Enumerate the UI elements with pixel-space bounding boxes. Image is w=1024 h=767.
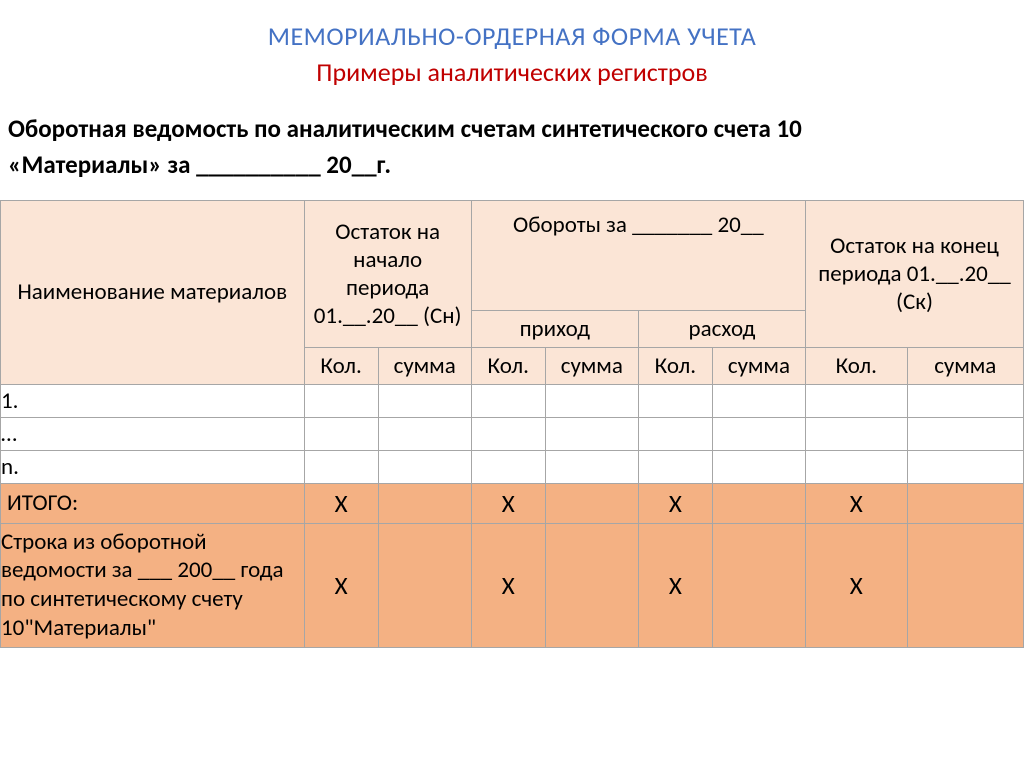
footer-x: Х — [471, 523, 545, 647]
th-qty-2: Кол. — [471, 347, 545, 384]
totals-x: Х — [304, 483, 378, 523]
turnover-table: Наименование материалов Остаток на начал… — [0, 200, 1024, 648]
heading-line2: «Материалы» за __________ 20__г. — [8, 148, 1024, 182]
totals-x: Х — [806, 483, 908, 523]
th-name: Наименование материалов — [1, 200, 305, 384]
th-income: приход — [471, 310, 638, 347]
th-qty-3: Кол. — [638, 347, 712, 384]
page-title-main: МЕМОРИАЛЬНО-ОРДЕРНАЯ ФОРМА УЧЕТА — [0, 20, 1024, 52]
row-label: … — [1, 417, 305, 450]
totals-label: ИТОГО: — [1, 483, 305, 523]
table-row: n. — [1, 450, 1024, 483]
th-sum-4: сумма — [907, 347, 1023, 384]
th-end-balance: Остаток на конец периода 01.__.20__ (Ск) — [806, 200, 1024, 347]
footer-x: Х — [638, 523, 712, 647]
footer-row: Строка из оборотной ведомости за ___ 200… — [1, 523, 1024, 647]
totals-row: ИТОГО: Х Х Х Х — [1, 483, 1024, 523]
page-title-sub: Примеры аналитических регистров — [0, 56, 1024, 88]
totals-x: Х — [638, 483, 712, 523]
th-qty-1: Кол. — [304, 347, 378, 384]
table-row: 1. — [1, 384, 1024, 417]
th-sum-3: сумма — [712, 347, 805, 384]
heading-line1: Оборотная ведомость по аналитическим сче… — [8, 112, 1024, 146]
th-qty-4: Кол. — [806, 347, 908, 384]
footer-x: Х — [806, 523, 908, 647]
th-expense: расход — [638, 310, 805, 347]
table-row: … — [1, 417, 1024, 450]
th-sum-1: сумма — [378, 347, 471, 384]
totals-x: Х — [471, 483, 545, 523]
th-start-balance: Остаток на начало периода 01.__.20__ (Сн… — [304, 200, 471, 347]
th-turnover: Обороты за _______ 20__ — [471, 200, 805, 310]
th-sum-2: сумма — [545, 347, 638, 384]
row-label: n. — [1, 450, 305, 483]
footer-label: Строка из оборотной ведомости за ___ 200… — [1, 523, 305, 647]
row-label: 1. — [1, 384, 305, 417]
footer-x: Х — [304, 523, 378, 647]
